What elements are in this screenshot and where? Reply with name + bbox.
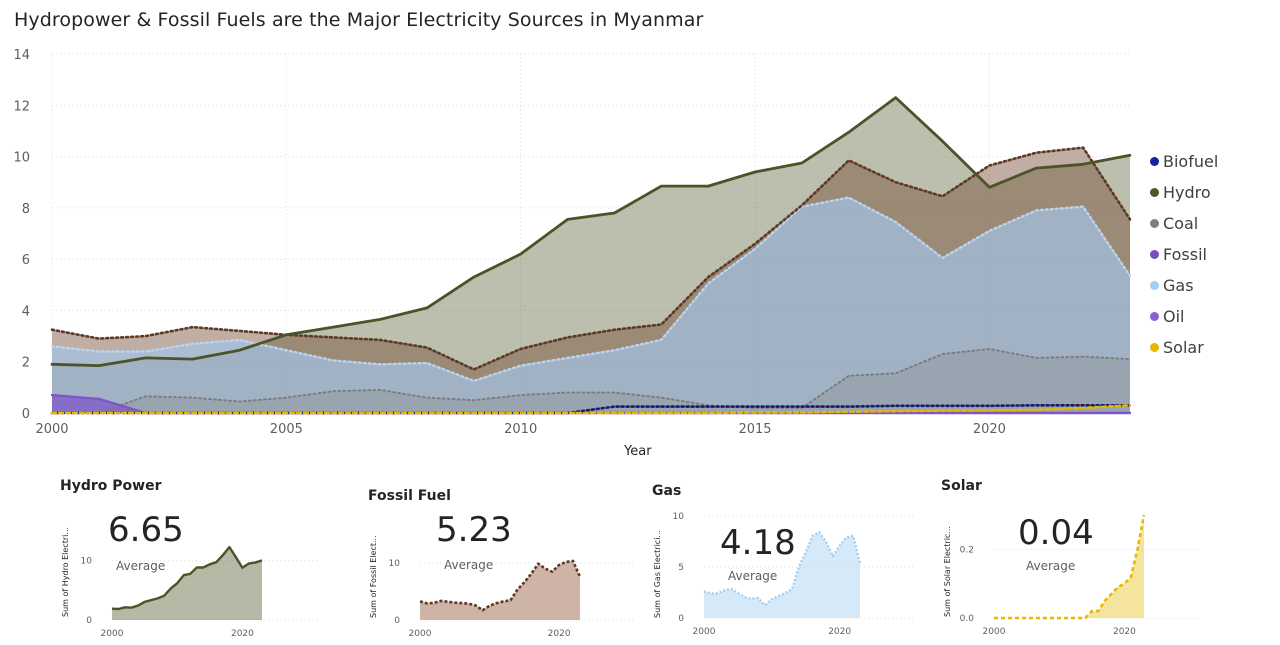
legend-item-oil[interactable]: Oil [1150, 301, 1218, 332]
x-tick-label: 2010 [504, 422, 537, 437]
mini-x-tick-label: 2000 [983, 627, 1006, 637]
mini-x-tick-label: 2020 [548, 629, 571, 639]
legend-marker [1150, 188, 1159, 197]
hydro-power-title: Hydro Power [60, 478, 162, 494]
coal-line [51, 348, 1131, 414]
x-tick-label: 2015 [738, 422, 771, 437]
fossil-fuel-kpi: 5.23 [436, 510, 512, 550]
fossil-line [50, 146, 1132, 371]
mini-y-tick-label: 0 [678, 614, 684, 624]
chart-title: Hydropower & Fossil Fuels are the Major … [14, 9, 704, 31]
mini-y-tick-label: 10 [389, 559, 401, 569]
x-axis-label: Year [623, 444, 652, 459]
y-tick-label: 6 [22, 253, 30, 268]
y-tick-label: 0 [22, 407, 30, 422]
x-tick-label: 2020 [973, 422, 1006, 437]
legend-label: Solar [1163, 338, 1204, 357]
mini-y-tick-label: 0.0 [960, 614, 975, 624]
legend-marker [1150, 343, 1159, 352]
mini-x-tick-label: 2000 [693, 627, 716, 637]
hydro-power-kpi-label: Average [116, 559, 166, 573]
gas-ylabel: Sum of Gas Electrici... [653, 529, 662, 618]
mini-x-tick-label: 2020 [1113, 627, 1136, 637]
legend-item-fossil[interactable]: Fossil [1150, 239, 1218, 270]
gas-kpi: 4.18 [720, 523, 796, 563]
x-tick-label: 2005 [270, 422, 303, 437]
y-tick-label: 4 [22, 304, 30, 319]
legend-item-solar[interactable]: Solar [1150, 332, 1218, 363]
legend-marker [1150, 250, 1159, 259]
y-tick-label: 10 [13, 151, 30, 166]
mini-y-tick-label: 0.2 [960, 545, 974, 555]
mini-y-tick-label: 10 [673, 512, 685, 522]
mini-area [994, 515, 1144, 618]
solar-title: Solar [941, 478, 982, 494]
fossil-fuel-chart: 0 10 2000 2020 [389, 559, 635, 639]
legend-label: Coal [1163, 214, 1199, 233]
legend-item-biofuel[interactable]: Biofuel [1150, 146, 1218, 177]
legend: Biofuel Hydro Coal Fossil Gas Oil Solar [1150, 146, 1218, 363]
gas-area [52, 197, 1130, 413]
legend-label: Fossil [1163, 245, 1207, 264]
y-tick-label: 2 [22, 356, 30, 371]
legend-marker [1150, 281, 1159, 290]
mini-y-tick-label: 0 [86, 616, 92, 626]
y-tick-label: 14 [13, 48, 30, 63]
fossil-fuel-ylabel: Sum of Fossil Elect... [369, 535, 378, 618]
mini-y-tick-label: 0 [394, 616, 400, 626]
gas-line [50, 196, 1132, 383]
mini-y-tick-label: 10 [81, 557, 93, 567]
fossil-fuel-title: Fossil Fuel [368, 488, 451, 504]
solar-card[interactable]: Solar 0.0 0.2 2000 2020 Sum of Solar Electr… [922, 475, 1212, 640]
legend-marker [1150, 157, 1159, 166]
gas-title: Gas [652, 483, 682, 499]
coal-area [52, 348, 1130, 413]
mini-x-tick-label: 2020 [828, 627, 851, 637]
y-tick-label: 8 [22, 202, 30, 217]
legend-item-coal[interactable]: Coal [1150, 208, 1218, 239]
mini-line [703, 531, 862, 607]
hydro-power-card[interactable]: Hydro Power 0 10 2000 2020 Sum of Hydro Ele… [40, 475, 330, 640]
mini-line [111, 545, 263, 611]
hydro-power-ylabel: Sum of Hydro Electri... [61, 527, 70, 617]
mini-area [704, 532, 860, 618]
gas-kpi-label: Average [728, 569, 778, 583]
mini-x-tick-label: 2020 [231, 629, 254, 639]
solar-kpi-label: Average [1026, 559, 1076, 573]
mini-line [419, 559, 582, 612]
y-tick-label: 12 [13, 99, 30, 114]
legend-label: Biofuel [1163, 152, 1219, 171]
mini-y-tick-label: 5 [678, 563, 684, 573]
legend-label: Oil [1163, 307, 1185, 326]
main-area-chart[interactable]: 0 2 4 6 8 10 12 14 2000 2005 2010 2015 2020 Year [0, 40, 1150, 465]
legend-marker [1150, 219, 1159, 228]
hydro-line [50, 96, 1132, 367]
mini-x-tick-label: 2000 [409, 629, 432, 639]
solar-ylabel: Sum of Solar Electric... [943, 526, 952, 617]
legend-label: Hydro [1163, 183, 1211, 202]
mini-x-tick-label: 2000 [101, 629, 124, 639]
solar-chart: 0.0 0.2 2000 2020 [960, 514, 1199, 637]
gas-card[interactable]: Gas 0 5 10 2000 2020 Sum of Gas Electrici...… [632, 480, 922, 645]
legend-marker [1150, 312, 1159, 321]
legend-label: Gas [1163, 276, 1194, 295]
fossil-fuel-card[interactable]: Fossil Fuel 0 10 2000 2020 Sum of Fossil El… [348, 485, 638, 645]
fossil-fuel-kpi-label: Average [444, 558, 494, 572]
solar-kpi: 0.04 [1018, 513, 1094, 553]
solar-line [50, 404, 1132, 415]
legend-item-gas[interactable]: Gas [1150, 270, 1218, 301]
hydro-power-chart: 0 10 2000 2020 [81, 545, 317, 639]
x-tick-label: 2000 [35, 422, 68, 437]
legend-item-hydro[interactable]: Hydro [1150, 177, 1218, 208]
gas-chart: 0 5 10 2000 2020 [673, 512, 915, 637]
hydro-power-kpi: 6.65 [108, 510, 184, 550]
mini-area [420, 560, 580, 620]
